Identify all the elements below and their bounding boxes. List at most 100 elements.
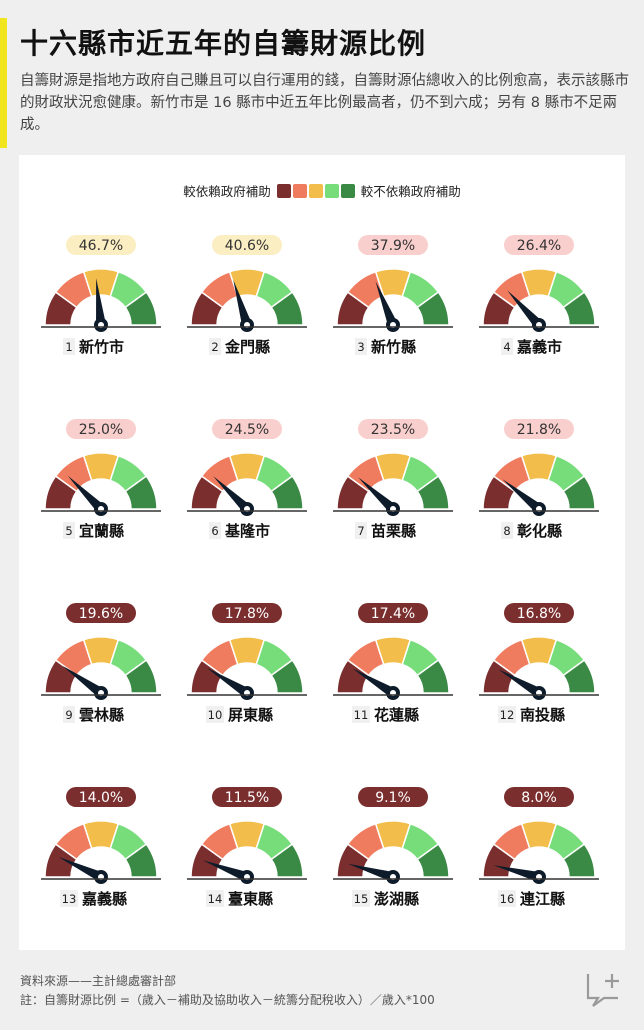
gauge-grid: 46.7% 1 新竹市 40.6% 2 金門縣 37.9% 3 新竹縣 26.4% 4 嘉義市 25.0… [41,235,599,908]
value-badge [212,235,282,255]
region-name: 臺東縣 [228,890,273,908]
gauge-segment [416,659,450,694]
region-name: 南投縣 [520,706,565,724]
region-name: 基隆市 [224,522,270,540]
rank-number: 10 [208,708,223,722]
gauge-segment [562,475,596,510]
gauge-8: 21.8% 8 彰化縣 [479,419,599,540]
rank-number: 14 [208,892,223,906]
rank-number: 8 [503,524,510,538]
gauge-segment [270,843,304,878]
value-label: 8.0% [521,790,557,806]
footer: 資料來源——主計總處審計部 註：自籌財源比例 =（歲入－補助及協助收入－統籌分配… [20,972,435,1010]
gauge-4: 26.4% 4 嘉義市 [479,235,599,356]
gauge-segment [124,475,158,510]
rank-number: 9 [65,708,72,722]
value-label: 14.0% [79,790,123,806]
legend-swatch [276,183,291,198]
rank-number: 7 [357,524,364,538]
legend-right-label: 較不依賴政府補助 [360,184,461,199]
value-label: 21.8% [517,422,561,438]
region-name: 新竹縣 [371,338,416,356]
rank-chip [498,890,516,907]
rank-number: 16 [500,892,515,906]
rank-chip [209,338,221,355]
rank-chip [501,522,513,539]
region-name: 屏東縣 [228,706,273,724]
legend-swatch [340,183,355,198]
value-badge [358,787,428,807]
value-badge [66,787,136,807]
region-name: 花蓮縣 [374,706,419,724]
gauge-3: 37.9% 3 新竹縣 [333,235,453,356]
source-note: 資料來源——主計總處審計部 [20,974,177,988]
rank-number: 13 [62,892,77,906]
value-label: 24.5% [225,422,269,438]
rank-chip [60,890,78,907]
gauge-segment [270,475,304,510]
value-label: 19.6% [79,606,123,622]
gauge-segment [562,291,596,326]
value-label: 26.4% [517,238,561,254]
gauge-6: 24.5% 6 基隆市 [187,419,307,540]
gauge-needle [62,665,104,698]
gauge-needle [502,479,543,513]
gauge-needle [58,856,104,882]
value-badge [212,419,282,439]
gauge-16: 8.0% 16 連江縣 [479,787,599,908]
gauge-needle [233,280,252,327]
gauge-7: 23.5% 7 苗栗縣 [333,419,453,540]
value-badge [358,603,428,623]
value-badge [504,787,574,807]
gauge-needle [358,477,397,513]
region-name: 新竹市 [79,338,124,356]
rank-number: 6 [211,524,218,538]
gauge-needle [96,278,106,326]
value-badge [66,419,136,439]
gauge-segment [416,475,450,510]
gauge-segment [124,659,158,694]
gauge-segment [270,659,304,694]
gauge-segment [416,843,450,878]
gauge-5: 25.0% 5 宜蘭縣 [41,419,161,540]
gauge-1: 46.7% 1 新竹市 [41,235,161,356]
gauge-needle [498,669,542,698]
region-name: 連江縣 [520,890,565,908]
accent-bar [0,18,7,148]
gauge-segment [416,291,450,326]
gauge-segment [562,659,596,694]
legend-swatch [324,183,339,198]
legend: 較依賴政府補助 較不依賴政府補助 [19,181,625,200]
rank-chip [352,890,370,907]
rank-chip [206,890,224,907]
gauge-14: 11.5% 14 臺東縣 [187,787,307,908]
region-name: 嘉義市 [516,338,562,356]
chart-card: 較依賴政府補助 較不依賴政府補助 46.7% 1 新竹市 40.6% 2 金門縣 37.9%… [19,155,625,950]
rank-chip [352,706,370,723]
gauge-12: 16.8% 12 南投縣 [479,603,599,724]
rank-number: 4 [503,340,510,354]
value-badge [66,603,136,623]
rank-number: 15 [354,892,369,906]
rank-chip [498,706,516,723]
gauge-needle [493,865,541,882]
gauge-10: 17.8% 10 屏東縣 [187,603,307,724]
rank-chip [206,706,224,723]
gauge-13: 14.0% 13 嘉義縣 [41,787,161,908]
rank-number: 5 [65,524,72,538]
gauge-11: 17.4% 11 花蓮縣 [333,603,453,724]
value-label: 16.8% [517,606,561,622]
rank-number: 3 [357,340,364,354]
rank-number: 2 [211,340,218,354]
gauge-segment [124,291,158,326]
region-name: 金門縣 [224,338,270,356]
gauge-needle [213,476,251,513]
rank-number: 11 [354,708,369,722]
gauge-needle [207,668,250,698]
region-name: 彰化縣 [517,522,562,540]
value-badge [212,603,282,623]
region-name: 雲林縣 [79,706,124,724]
value-label: 17.8% [225,606,269,622]
rank-chip [209,522,221,539]
legend-swatch [292,183,307,198]
